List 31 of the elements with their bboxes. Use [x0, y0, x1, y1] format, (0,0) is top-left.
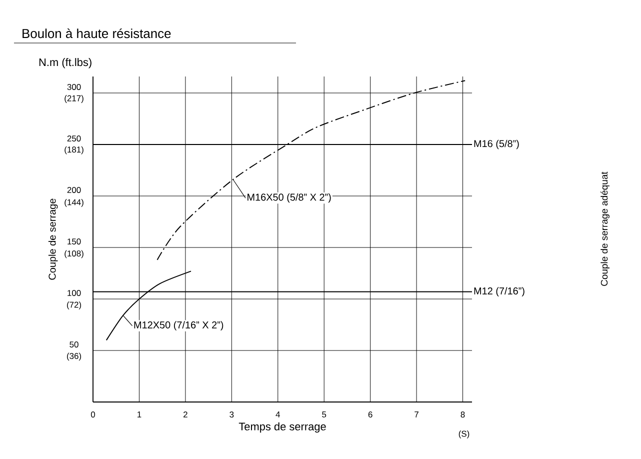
- y-tick-label: 250: [67, 135, 81, 142]
- x-tick-label: 7: [414, 412, 418, 418]
- y-tick-label: 300: [67, 84, 81, 90]
- y2-tick-label: (144): [64, 199, 84, 207]
- x-tick-label: 3: [230, 412, 234, 418]
- ref-line-label: M16 (5/8”): [474, 140, 519, 150]
- x-tick-label: 0: [90, 412, 96, 418]
- x-tick-label: 5: [322, 412, 326, 418]
- y-axis-title: Couple de serrage: [48, 198, 58, 280]
- y2-tick-label: (36): [67, 352, 82, 361]
- y-tick-label: 100: [68, 290, 81, 296]
- y-tick-label: 50: [70, 342, 78, 348]
- text: (S): [458, 430, 470, 438]
- y2-tick-label: (72): [67, 302, 82, 310]
- ref-line-label: M12 (7/16”): [474, 287, 524, 296]
- x-axis-title: Temps de serrage: [238, 422, 326, 433]
- y2-tick-label: (217): [64, 95, 84, 103]
- y-tick-label: 200: [67, 186, 81, 193]
- y2-tick-label: (181): [64, 146, 84, 154]
- x-tick-label: 2: [184, 412, 188, 418]
- y-tick-label: 150: [68, 238, 81, 244]
- series-label: M16X50 (5/8” X 2”): [248, 193, 331, 203]
- x-tick-label: 6: [368, 412, 372, 418]
- text: Couple de serrage adéquat: [600, 172, 610, 286]
- y2-tick-label: (108): [64, 250, 84, 258]
- chart-title: Boulon à haute résistance: [22, 28, 171, 38]
- x-tick-label: 8: [460, 412, 465, 418]
- x-tick-label: 4: [276, 412, 280, 418]
- legend-label: M12X50 (7/16” X 2”): [134, 321, 224, 330]
- text: N.m (ft.lbs): [39, 58, 92, 68]
- x-tick-label: 1: [138, 412, 142, 418]
